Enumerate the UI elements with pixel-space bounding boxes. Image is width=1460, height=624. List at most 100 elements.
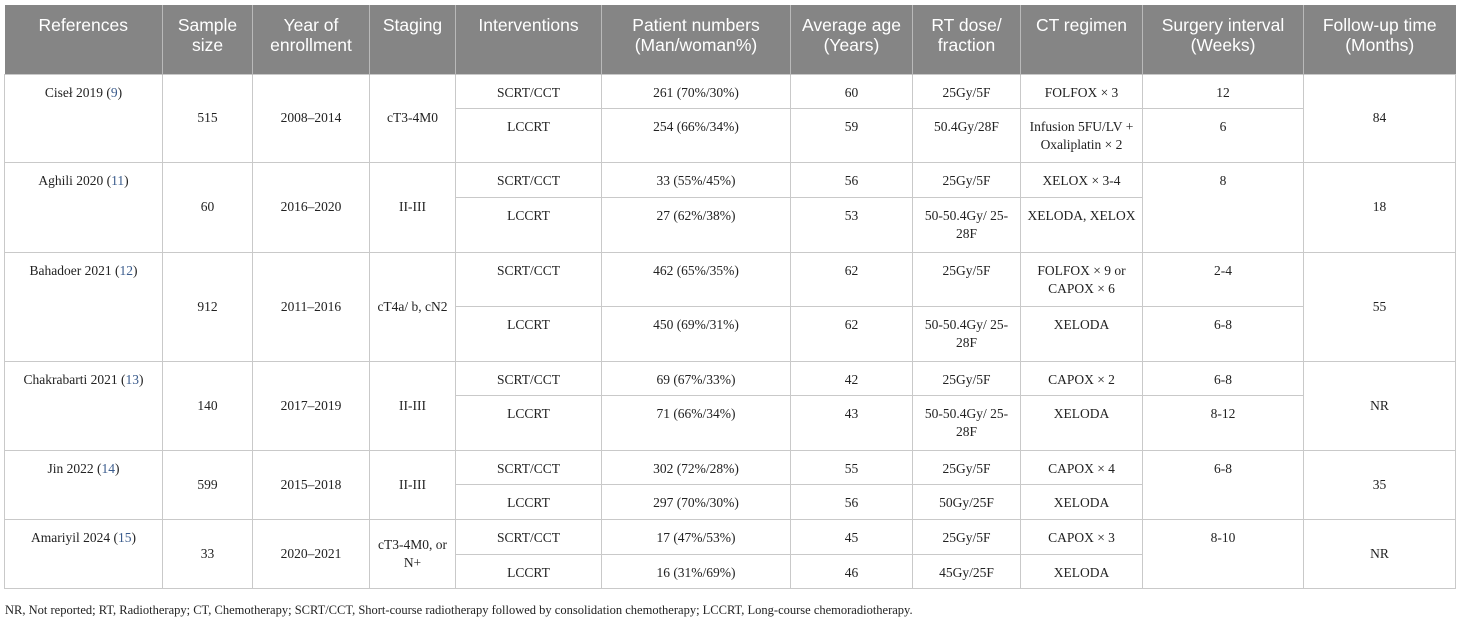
dose-cell: 50Gy/25F — [912, 483, 1021, 520]
followup-cell: NR — [1303, 360, 1456, 451]
year-cell: 2015–2018 — [252, 449, 370, 520]
sample-size-cell: 140 — [162, 360, 253, 451]
staging-cell: II-III — [369, 161, 456, 253]
year-cell: 2011–2016 — [252, 251, 370, 362]
header-sample-size: Sample size — [162, 5, 253, 74]
age-cell: 60 — [790, 73, 913, 109]
table-row: Amariyil 2024 (15) 33 2020–2021 cT3-4M0,… — [4, 518, 1456, 589]
interval-cell: 2-4 — [1142, 251, 1304, 307]
patients-cell: 69 (67%/33%) — [601, 360, 791, 396]
interval-cell: 6-8 — [1142, 305, 1304, 362]
reference-label: Ciseł 2019 — [44, 84, 103, 100]
regimen-cell: CAPOX × 2 — [1020, 360, 1143, 396]
patients-cell: 297 (70%/30%) — [601, 483, 791, 520]
header-row: References Sample size Year of enrollmen… — [4, 5, 1456, 74]
patients-cell: 302 (72%/28%) — [601, 449, 791, 485]
reference-label: Chakrabarti 2021 — [23, 371, 118, 387]
interval-cell: 8-10 — [1142, 518, 1304, 589]
table-row: Bahadoer 2021 (12) 912 2011–2016 cT4a/ b… — [4, 251, 1456, 362]
dose-cell: 25Gy/5F — [912, 449, 1021, 485]
reference-link[interactable]: 11 — [111, 172, 125, 188]
table-row: LCCRT 27 (62%/38%) 53 50-50.4Gy/ 25-28F … — [5, 196, 1456, 253]
followup-cell: 55 — [1303, 251, 1456, 362]
regimen-cell: XELODA — [1020, 394, 1143, 451]
regimen-cell: XELODA — [1020, 553, 1143, 589]
age-cell: 62 — [790, 305, 913, 362]
patients-cell: 27 (62%/38%) — [601, 196, 791, 253]
intervention-cell: LCCRT — [455, 196, 602, 253]
header-staging: Staging — [369, 5, 456, 74]
sample-size-cell: 515 — [162, 73, 253, 163]
table-row: Aghili 2020 (11) 60 2016–2020 II-III SCR… — [4, 161, 1456, 253]
dose-cell: 50.4Gy/28F — [912, 107, 1021, 163]
sample-size-cell: 60 — [162, 161, 253, 253]
dose-cell: 50-50.4Gy/ 25-28F — [912, 394, 1021, 451]
followup-cell: 35 — [1303, 449, 1456, 520]
reference-link[interactable]: 15 — [118, 529, 132, 545]
header-average-age: Average age (Years) — [790, 5, 913, 74]
regimen-cell: CAPOX × 4 — [1020, 449, 1143, 485]
header-patient-numbers: Patient numbers (Man/woman%) — [601, 5, 791, 74]
intervention-cell: SCRT/CCT — [455, 73, 602, 109]
header-year-of-enrollment: Year of enrollment — [252, 5, 370, 74]
regimen-cell: CAPOX × 3 — [1020, 518, 1143, 555]
intervention-cell: LCCRT — [455, 305, 602, 362]
interval-cell: 6 — [1142, 107, 1304, 163]
age-cell: 46 — [790, 553, 913, 589]
header-follow-up-time: Follow-up time (Months) — [1303, 5, 1456, 74]
reference-label: Jin 2022 — [47, 460, 94, 476]
dose-cell: 25Gy/5F — [912, 251, 1021, 307]
patients-cell: 261 (70%/30%) — [601, 73, 791, 109]
patients-cell: 462 (65%/35%) — [601, 251, 791, 307]
intervention-cell: LCCRT — [455, 107, 602, 163]
dose-cell: 25Gy/5F — [912, 161, 1021, 198]
reference-link[interactable]: 13 — [125, 371, 139, 387]
regimen-cell: XELOX × 3-4 — [1020, 161, 1143, 198]
reference-link[interactable]: 14 — [101, 460, 116, 476]
intervention-cell: LCCRT — [455, 553, 602, 589]
header-rt-dose: RT dose/ fraction — [912, 5, 1021, 74]
reference-link[interactable]: 12 — [119, 262, 133, 278]
age-cell: 62 — [790, 251, 913, 307]
patients-cell: 16 (31%/69%) — [601, 553, 791, 589]
dose-cell: 45Gy/25F — [912, 553, 1021, 589]
interval-cell: 8-12 — [1142, 394, 1304, 451]
intervention-cell: SCRT/CCT — [455, 360, 602, 396]
staging-cell: cT4a/ b, cN2 — [369, 251, 456, 362]
interval-cell: 6-8 — [1142, 360, 1304, 396]
staging-cell: cT3-4M0 — [369, 73, 456, 163]
table-row: LCCRT 254 (66%/34%) 59 50.4Gy/28F Infusi… — [5, 107, 1456, 163]
reference-cell: Chakrabarti 2021 (13) — [4, 360, 163, 451]
header-ct-regimen: CT regimen — [1020, 5, 1143, 74]
study-characteristics-table: References Sample size Year of enrollmen… — [4, 5, 1456, 589]
followup-cell: 84 — [1303, 73, 1456, 163]
reference-cell: Aghili 2020 (11) — [4, 161, 163, 253]
table-row: Chakrabarti 2021 (13) 140 2017–2019 II-I… — [4, 360, 1456, 451]
header-interventions: Interventions — [455, 5, 602, 74]
reference-link[interactable]: 9 — [110, 84, 118, 100]
dose-cell: 25Gy/5F — [912, 360, 1021, 396]
age-cell: 42 — [790, 360, 913, 396]
age-cell: 56 — [790, 483, 913, 520]
dose-cell: 50-50.4Gy/ 25-28F — [912, 196, 1021, 253]
staging-cell: II-III — [369, 360, 456, 451]
year-cell: 2020–2021 — [252, 518, 370, 589]
header-surgery-interval: Surgery interval (Weeks) — [1142, 5, 1304, 74]
age-cell: 56 — [790, 161, 913, 198]
intervention-cell: LCCRT — [455, 483, 602, 520]
interval-cell: 8 — [1142, 161, 1304, 253]
followup-cell: NR — [1303, 518, 1456, 589]
age-cell: 53 — [790, 196, 913, 253]
reference-label: Amariyil 2024 — [31, 529, 111, 545]
regimen-cell: FOLFOX × 3 — [1020, 73, 1143, 109]
sample-size-cell: 599 — [162, 449, 253, 520]
reference-cell: Jin 2022 (14) — [4, 449, 163, 520]
table-row: LCCRT 297 (70%/30%) 56 50Gy/25F XELODA — [5, 483, 1456, 520]
patients-cell: 33 (55%/45%) — [601, 161, 791, 198]
year-cell: 2008–2014 — [252, 73, 370, 163]
interval-cell: 12 — [1142, 73, 1304, 109]
patients-cell: 450 (69%/31%) — [601, 305, 791, 362]
table-row: LCCRT 450 (69%/31%) 62 50-50.4Gy/ 25-28F… — [5, 305, 1456, 362]
reference-cell: Ciseł 2019 (9) — [4, 73, 163, 163]
reference-cell: Amariyil 2024 (15) — [4, 518, 163, 589]
